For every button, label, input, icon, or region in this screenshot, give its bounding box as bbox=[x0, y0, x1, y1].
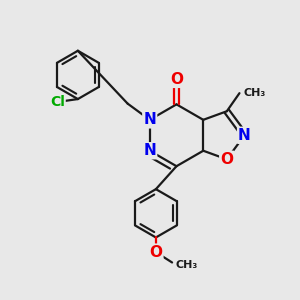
Text: O: O bbox=[170, 72, 183, 87]
Text: CH₃: CH₃ bbox=[244, 88, 266, 98]
Text: O: O bbox=[220, 152, 233, 167]
Text: Cl: Cl bbox=[50, 95, 65, 109]
Text: N: N bbox=[238, 128, 251, 143]
Text: O: O bbox=[149, 245, 162, 260]
Text: N: N bbox=[143, 143, 156, 158]
Text: CH₃: CH₃ bbox=[175, 260, 197, 270]
Text: N: N bbox=[143, 112, 156, 127]
